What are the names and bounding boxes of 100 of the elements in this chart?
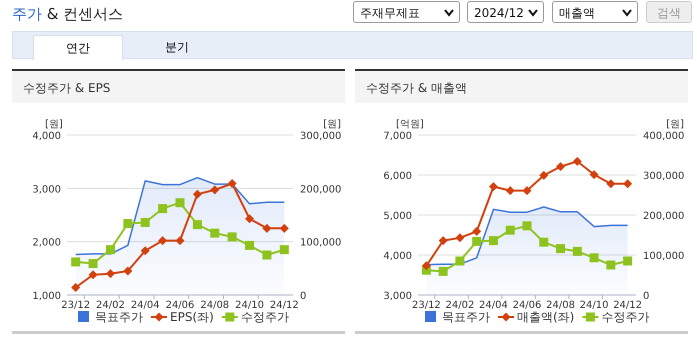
point: [123, 266, 132, 276]
point: [245, 214, 254, 224]
y2-tick-label: 100,000: [643, 251, 684, 262]
x-tick-label: 24/04: [479, 300, 508, 311]
y-tick-label: 6,000: [383, 171, 412, 182]
point: [245, 240, 254, 250]
y2-tick-label: 0: [643, 291, 650, 302]
legend-label: 목표주가: [95, 310, 143, 324]
text: 2024/12: [467, 1, 544, 23]
y-tick-label: 3,000: [383, 291, 412, 302]
point: [556, 244, 566, 254]
point: [422, 261, 431, 270]
y-tick-label: 5,000: [383, 211, 412, 222]
point: [106, 245, 115, 254]
point: [623, 179, 632, 188]
chart-title: 수정주가 & EPS: [23, 80, 110, 97]
point: [623, 256, 632, 266]
y2-tick-label: 300,000: [643, 171, 684, 182]
point: [438, 236, 448, 246]
point: [140, 218, 150, 227]
point: [210, 185, 220, 194]
x-tick-label: 24/02: [446, 300, 474, 311]
point: [606, 260, 616, 270]
point: [606, 179, 616, 188]
x-tick-label: 24/10: [235, 300, 264, 311]
point: [71, 257, 80, 266]
text: 매출액: [552, 1, 638, 23]
x-tick-label: 24/12: [270, 300, 299, 311]
point: [590, 253, 599, 262]
y-axis-title: [억원]: [396, 119, 424, 130]
point: [176, 236, 184, 246]
point: [262, 250, 272, 260]
legend-label: 매출액(좌): [517, 310, 574, 324]
point: [522, 186, 532, 196]
x-tick-label: 23/12: [412, 300, 441, 311]
y2-tick-label: 100,000: [300, 238, 342, 249]
point: [210, 228, 220, 238]
point: [262, 224, 272, 233]
point: [106, 269, 115, 278]
y2-tick-label: 400,000: [643, 131, 684, 142]
point: [123, 219, 132, 228]
text: 주재무제표: [353, 1, 460, 23]
y-tick-label: 7,000: [383, 131, 412, 142]
point: [280, 224, 289, 233]
y-axis-title: [원]: [45, 119, 63, 130]
point: [556, 162, 566, 172]
point: [88, 270, 98, 280]
x-tick-label: 24/08: [546, 300, 575, 311]
y-tick-label: 4,000: [383, 251, 412, 262]
point: [472, 226, 482, 236]
x-tick-label: 24/12: [613, 300, 642, 311]
chart-title: 수정주가 & 매출액: [366, 80, 467, 97]
point: [590, 170, 599, 180]
point: [539, 238, 548, 247]
point: [280, 245, 289, 254]
x-tick-label: 24/10: [580, 300, 608, 311]
point: [506, 186, 515, 196]
y-tick-label: 3,000: [32, 184, 61, 196]
legend-label: EPS(좌): [170, 310, 214, 324]
y-tick-label: 1,000: [32, 291, 61, 302]
legend-label: 목표주가: [442, 310, 490, 324]
point: [228, 232, 237, 242]
point: [228, 179, 237, 188]
point: [522, 221, 532, 230]
point: [71, 283, 80, 292]
y2-axis-title: [원]: [666, 119, 684, 130]
legend-label: 수정주가: [240, 310, 289, 324]
point: [455, 233, 464, 242]
point: [506, 226, 515, 235]
y2-axis-title: [원]: [323, 119, 342, 130]
text: 검색: [646, 1, 692, 23]
x-tick-label: 24/06: [166, 300, 194, 311]
point: [572, 246, 582, 256]
y-tick-label: 4,000: [32, 131, 61, 142]
text: 주가 & 컨센서스: [12, 5, 124, 24]
y-tick-label: 2,000: [32, 238, 61, 249]
text: 연간: [33, 35, 123, 60]
y2-tick-label: 200,000: [300, 184, 342, 196]
x-tick-label: 24/04: [130, 300, 160, 311]
x-tick-label: 24/06: [512, 300, 542, 311]
y2-tick-label: 0: [300, 291, 306, 302]
point: [158, 204, 168, 214]
point: [88, 259, 98, 268]
point: [438, 266, 448, 276]
point: [539, 170, 548, 180]
point: [455, 256, 464, 266]
point: [192, 190, 202, 199]
point: [572, 156, 582, 166]
point: [488, 236, 498, 246]
point: [176, 198, 184, 208]
point: [192, 220, 202, 230]
x-tick-label: 23/12: [61, 300, 90, 311]
text: 분기: [164, 39, 190, 56]
y2-tick-label: 200,000: [643, 211, 684, 222]
y2-tick-label: 300,000: [300, 131, 342, 142]
point: [158, 236, 168, 246]
x-tick-label: 24/08: [200, 300, 230, 311]
point: [472, 236, 482, 246]
legend-label: 수정주가: [601, 310, 650, 324]
point: [488, 182, 498, 192]
